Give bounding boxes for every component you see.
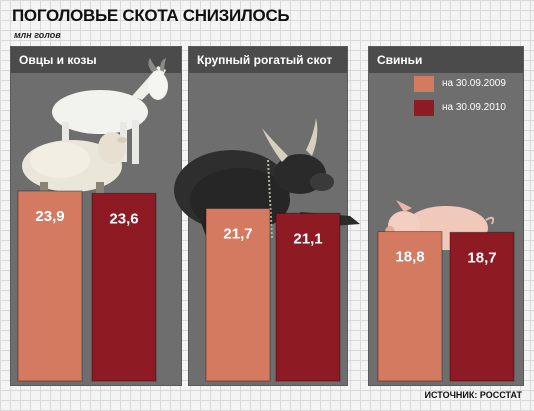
bar-value-label: 21,7 bbox=[223, 225, 252, 242]
bar-value-label: 18,7 bbox=[467, 249, 496, 266]
panel-title: Крупный рогатый скот bbox=[197, 53, 333, 67]
bar-2009 bbox=[205, 207, 271, 382]
bar-value-label: 18,8 bbox=[395, 249, 424, 266]
panel-header: Овцы и козы bbox=[11, 47, 181, 73]
bar-2010 bbox=[449, 231, 515, 382]
legend-label: на 30.09.2010 bbox=[442, 102, 506, 113]
chart-title: ПОГОЛОВЬЕ СКОТА СНИЗИЛОСЬ bbox=[12, 6, 290, 25]
panel-title: Свиньи bbox=[377, 53, 423, 67]
unit-label: млн голов bbox=[14, 30, 61, 40]
panel-title: Овцы и козы bbox=[19, 53, 97, 67]
legend-swatch-2010 bbox=[414, 100, 434, 116]
panel-header: Крупный рогатый скот bbox=[189, 47, 347, 73]
panel-header: Свиньи bbox=[369, 47, 523, 73]
bar-2010 bbox=[275, 212, 341, 382]
sheep-and-goat-image bbox=[22, 58, 168, 196]
legend-label: на 30.09.2009 bbox=[442, 78, 506, 89]
bars-layer: 23,9 23,6 21,7 21,1 18,8 18,7 bbox=[17, 190, 515, 382]
legend-swatch-2009 bbox=[414, 76, 434, 92]
source-note: ИСТОЧНИК: РОССТАТ bbox=[424, 390, 522, 400]
bar-2009 bbox=[17, 190, 83, 382]
bar-2009 bbox=[377, 231, 443, 382]
bar-value-label: 21,1 bbox=[293, 230, 322, 247]
bar-value-label: 23,9 bbox=[35, 208, 64, 225]
bar-value-label: 23,6 bbox=[109, 210, 138, 227]
bar-2010 bbox=[91, 192, 157, 382]
